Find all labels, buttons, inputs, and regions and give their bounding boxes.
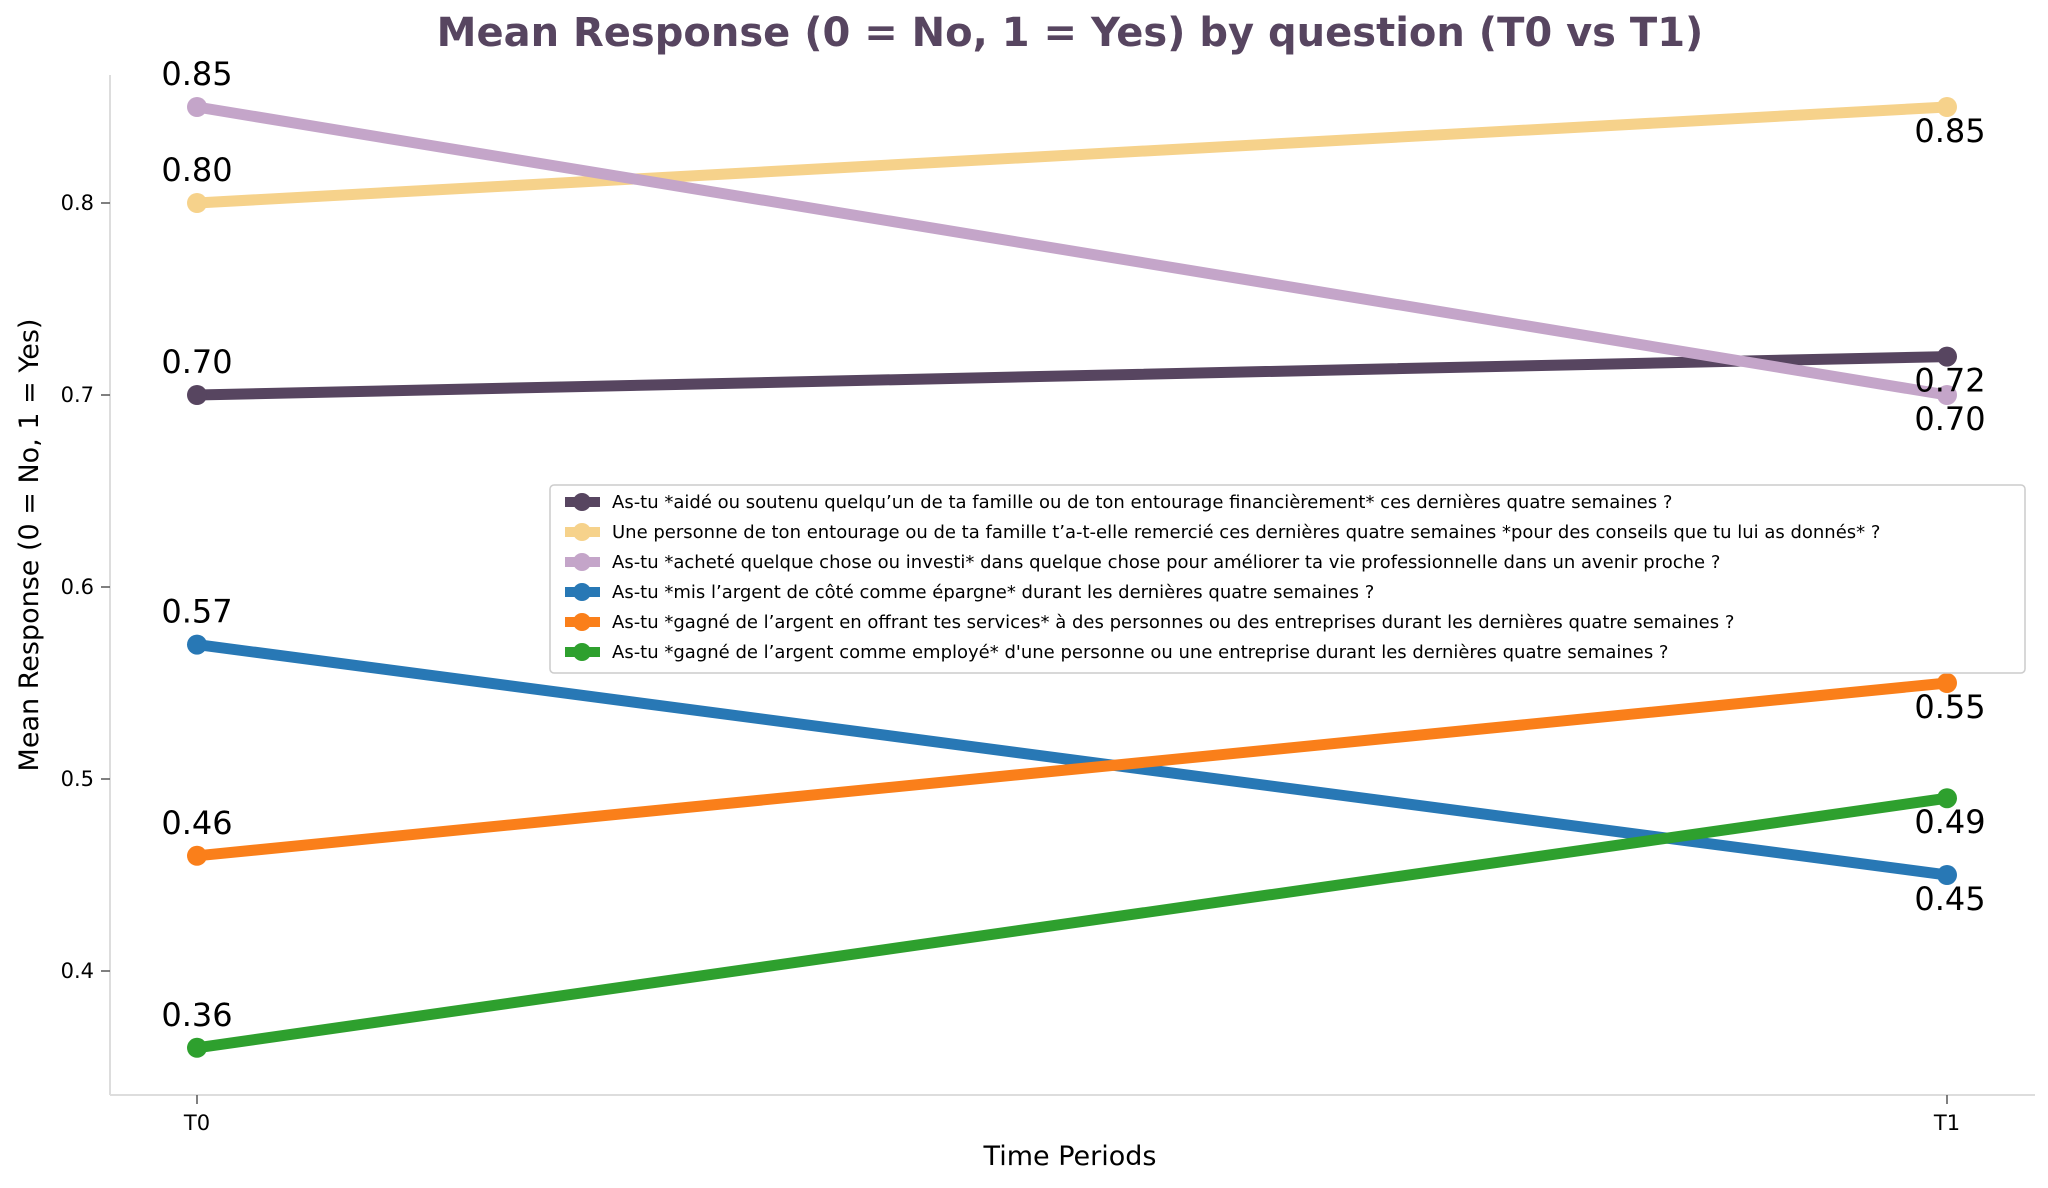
series-line — [191, 677, 1953, 862]
y-tick-label: 0.7 — [61, 383, 94, 407]
data-point — [1937, 788, 1957, 809]
legend-swatch-marker — [573, 643, 591, 661]
data-point — [187, 385, 207, 405]
data-point — [187, 634, 207, 655]
legend-swatch-marker — [573, 613, 591, 631]
data-point — [187, 845, 207, 866]
data-label: 0.36 — [161, 996, 232, 1034]
legend-label: Une personne de ton entourage ou de ta f… — [612, 522, 1880, 543]
data-point — [1937, 385, 1957, 405]
legend-label: As-tu *acheté quelque chose ou investi* … — [612, 552, 1720, 573]
axes: 0.4 0.5 0.6 0.7 0.8 T0 T1 — [61, 75, 2035, 1135]
series-5 — [187, 673, 1957, 866]
legend-entry: As-tu *gagné de l’argent en offrant tes … — [565, 612, 1734, 633]
legend-swatch-marker — [573, 523, 591, 541]
legend-label: As-tu *gagné de l’argent en offrant tes … — [612, 612, 1734, 633]
data-point — [1937, 865, 1957, 885]
series-3 — [187, 97, 1957, 405]
legend-entry: As-tu *acheté quelque chose ou investi* … — [565, 552, 1720, 573]
legend-label: As-tu *mis l’argent de côté comme épargn… — [612, 582, 1374, 603]
series-line — [191, 101, 1953, 401]
series-6 — [187, 788, 1957, 1058]
chart-title: Mean Response (0 = No, 1 = Yes) by quest… — [437, 10, 1704, 56]
legend-box — [549, 484, 2026, 674]
data-point — [187, 1037, 207, 1058]
series-line — [191, 101, 1953, 209]
series-2 — [187, 97, 1957, 213]
data-label: 0.72 — [1914, 362, 1985, 400]
y-tick-label: 0.5 — [61, 767, 94, 791]
series-layer — [187, 97, 1957, 1058]
data-label: 0.85 — [1914, 112, 1985, 150]
legend-entry: As-tu *mis l’argent de côté comme épargn… — [565, 582, 1374, 603]
legend-swatch-marker — [573, 493, 591, 511]
x-tick-label: T0 — [183, 1111, 210, 1135]
x-tick-label: T1 — [1933, 1111, 1960, 1135]
data-point — [1937, 673, 1957, 693]
legend-entry: As-tu *gagné de l’argent comme employé* … — [565, 642, 1669, 663]
series-1 — [187, 346, 1957, 405]
data-label: 0.70 — [161, 343, 232, 381]
data-label: 0.70 — [1914, 400, 1985, 438]
data-label: 0.55 — [1914, 688, 1985, 726]
data-point — [187, 193, 207, 213]
x-axis-label: Time Periods — [983, 1141, 1157, 1172]
y-tick-label: 0.6 — [61, 575, 94, 599]
data-point — [187, 97, 207, 117]
data-label: 0.80 — [161, 151, 232, 189]
y-tick-label: 0.8 — [61, 191, 94, 215]
data-label: 0.49 — [1914, 803, 1985, 841]
legend-label: As-tu *aidé ou soutenu quelqu’un de ta f… — [612, 492, 1672, 513]
data-label: 0.45 — [1914, 880, 1985, 918]
series-line — [191, 792, 1953, 1054]
legend-swatch-marker — [573, 583, 591, 601]
y-axis-label: Mean Response (0 = No, 1 = Yes) — [14, 319, 45, 772]
data-label: 0.46 — [161, 804, 232, 842]
y-tick-label: 0.4 — [61, 959, 94, 983]
data-labels: 0.70 0.720.800.850.850.700.570.450.460.55… — [161, 55, 1985, 1034]
data-label: 0.57 — [161, 593, 232, 631]
data-point — [1937, 346, 1957, 367]
series-line — [191, 351, 1953, 401]
legend-entry: Une personne de ton entourage ou de ta f… — [565, 522, 1880, 543]
data-label: 0.85 — [161, 55, 232, 93]
data-point — [1937, 97, 1957, 117]
legend-label: As-tu *gagné de l’argent comme employé* … — [612, 642, 1669, 663]
legend-swatch-marker — [573, 553, 591, 571]
legend: As-tu *aidé ou soutenu quelqu’un de ta f… — [549, 484, 2026, 674]
legend-entry: As-tu *aidé ou soutenu quelqu’un de ta f… — [565, 492, 1672, 513]
